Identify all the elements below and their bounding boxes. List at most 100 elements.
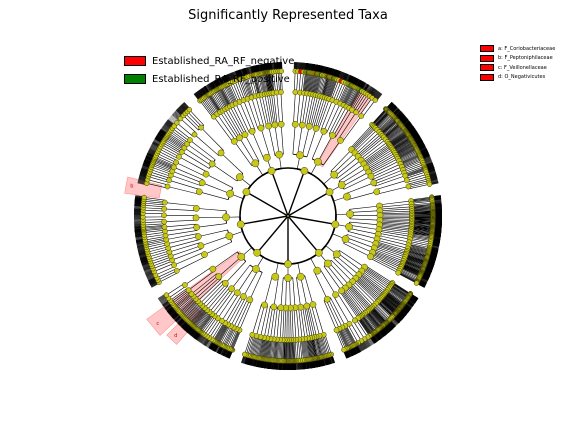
- branch: [374, 175, 406, 187]
- branch: [296, 72, 299, 93]
- branch: [410, 197, 431, 201]
- branch: [338, 163, 365, 182]
- branch: [411, 205, 432, 208]
- branch: [303, 73, 307, 94]
- branch: [381, 120, 397, 135]
- branch: [319, 76, 325, 97]
- branch: [399, 153, 419, 164]
- branch: [407, 249, 427, 256]
- branch: [306, 94, 314, 126]
- branch: [323, 78, 331, 98]
- branch: [379, 220, 412, 223]
- branch: [386, 128, 403, 142]
- branch: [376, 114, 391, 130]
- branch: [374, 172, 405, 185]
- branch: [379, 227, 411, 233]
- branch: [411, 225, 432, 229]
- branch: [392, 138, 410, 150]
- branch: [411, 226, 432, 229]
- branch: [405, 170, 425, 178]
- branch: [397, 149, 416, 159]
- branch: [369, 158, 399, 174]
- branch: [411, 223, 432, 226]
- branch: [411, 224, 432, 227]
- branch: [404, 256, 425, 264]
- branch: [411, 219, 432, 221]
- branch: [333, 81, 341, 101]
- branch: [411, 211, 432, 213]
- branch: [390, 134, 408, 147]
- branch: [379, 226, 412, 231]
- branch: [317, 135, 333, 162]
- branch: [379, 221, 412, 225]
- branch: [371, 109, 386, 125]
- branch: [323, 266, 342, 292]
- branch: [397, 147, 416, 158]
- clade-highlight-band: [124, 176, 163, 199]
- branch: [400, 155, 420, 165]
- branch: [376, 239, 408, 249]
- branch: [347, 231, 378, 240]
- branch: [296, 92, 301, 125]
- branch: [350, 125, 374, 150]
- branch: [378, 232, 410, 240]
- branch: [411, 220, 432, 222]
- branch: [410, 232, 431, 237]
- branch: [335, 82, 344, 102]
- branch: [388, 130, 405, 144]
- branch: [379, 219, 412, 222]
- branch: [367, 152, 396, 170]
- branch: [411, 228, 432, 231]
- branch: [379, 206, 412, 210]
- branch: [391, 136, 409, 148]
- branch: [380, 120, 396, 134]
- branch: [377, 237, 409, 246]
- branch: [408, 244, 429, 250]
- branch: [355, 95, 368, 113]
- branch: [371, 109, 386, 125]
- branch: [411, 220, 432, 222]
- branch: [407, 176, 427, 183]
- branch: [372, 110, 387, 126]
- branch: [357, 135, 383, 157]
- branch: [377, 186, 409, 195]
- branch: [307, 73, 312, 94]
- branch: [327, 79, 335, 99]
- branch: [375, 242, 407, 253]
- branch: [411, 200, 432, 204]
- branch: [392, 139, 411, 151]
- branch: [320, 77, 327, 97]
- branch: [389, 132, 406, 145]
- branch: [411, 210, 432, 213]
- branch: [313, 75, 319, 95]
- branch: [361, 141, 388, 162]
- branch: [411, 226, 432, 230]
- branch: [405, 254, 425, 262]
- branch: [406, 174, 426, 181]
- branch: [405, 254, 425, 262]
- branch: [316, 98, 328, 129]
- branch: [326, 103, 341, 133]
- branch: [379, 208, 412, 212]
- branch: [405, 168, 425, 176]
- branch: [359, 98, 372, 116]
- branch: [394, 141, 412, 153]
- branch: [411, 198, 432, 202]
- branch: [349, 210, 380, 213]
- branch: [333, 257, 356, 279]
- branch: [379, 222, 412, 226]
- branch: [373, 111, 388, 127]
- branch: [311, 74, 316, 95]
- branch: [339, 250, 365, 268]
- branch: [407, 246, 428, 253]
- branch: [402, 161, 422, 170]
- branch: [287, 170, 306, 217]
- branch: [338, 84, 348, 104]
- branch: [411, 227, 432, 230]
- branch: [342, 86, 353, 106]
- branch: [304, 73, 308, 94]
- clade-band-letter: c: [156, 321, 159, 327]
- branch: [410, 231, 431, 235]
- branch: [396, 145, 414, 156]
- branch: [308, 73, 313, 94]
